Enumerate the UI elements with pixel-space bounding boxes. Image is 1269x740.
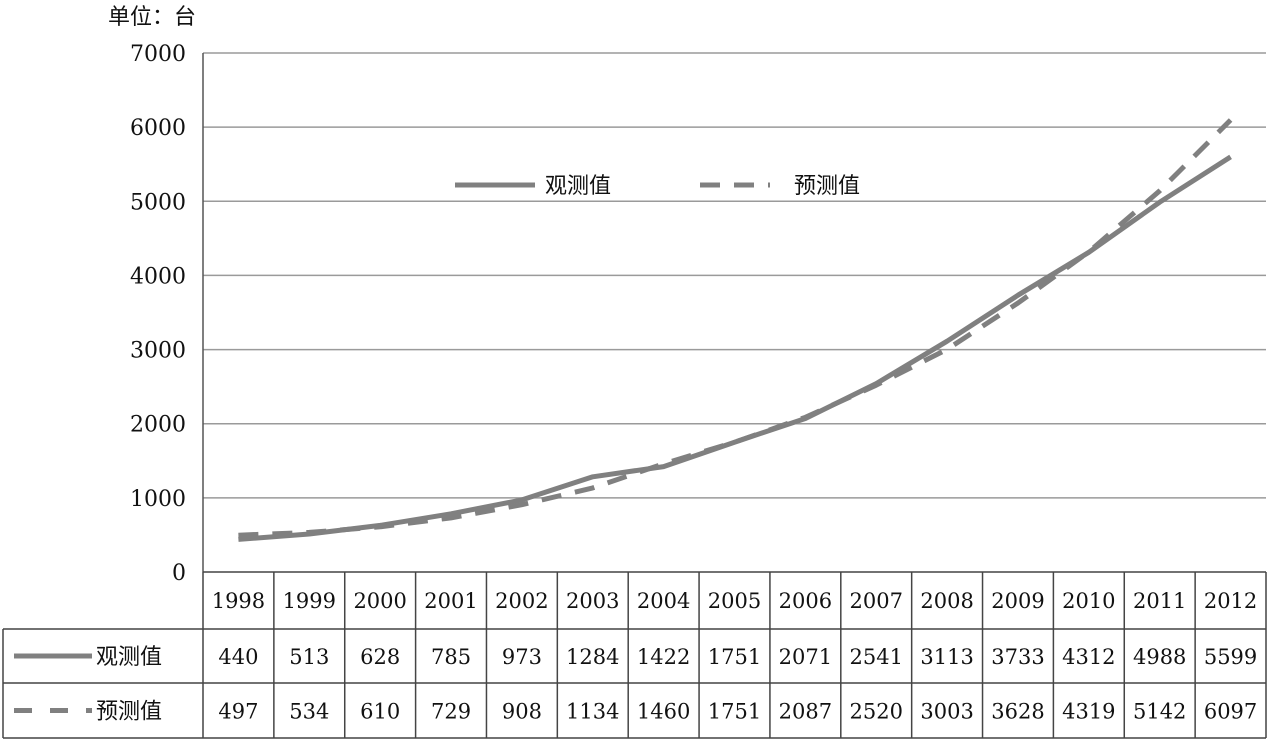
x-category-label: 2002	[495, 589, 548, 613]
table-value-cell: 4988	[1133, 645, 1186, 669]
y-tick-label: 0	[172, 561, 186, 586]
table-series-label: 预测值	[96, 700, 162, 725]
table-value-cell: 1751	[708, 700, 761, 724]
table-value-cell: 2541	[850, 645, 903, 669]
y-tick-label: 3000	[130, 339, 186, 364]
table-value-cell: 785	[431, 645, 471, 669]
table-value-cell: 3003	[920, 700, 973, 724]
table-value-cell: 973	[502, 645, 542, 669]
table-value-cell: 3113	[920, 645, 973, 669]
table-value-cell: 1460	[637, 700, 690, 724]
table-value-cell: 628	[360, 645, 400, 669]
table-value-cell: 534	[289, 700, 329, 724]
table-value-cell: 2087	[779, 700, 832, 724]
table-value-cell: 5599	[1204, 645, 1257, 669]
y-tick-label: 7000	[130, 42, 186, 67]
y-tick-label: 2000	[130, 413, 186, 438]
x-category-label: 1998	[212, 589, 265, 613]
legend-label: 观测值	[545, 174, 611, 199]
y-tick-label: 4000	[130, 264, 186, 289]
x-category-label: 2001	[424, 589, 477, 613]
x-category-label: 2009	[991, 589, 1044, 613]
table-value-cell: 440	[218, 645, 258, 669]
y-tick-label: 1000	[130, 487, 186, 512]
y-tick-label: 5000	[130, 190, 186, 215]
x-category-label: 2003	[566, 589, 619, 613]
legend-label: 预测值	[794, 174, 860, 199]
table-value-cell: 5142	[1133, 700, 1186, 724]
x-category-label: 2004	[637, 589, 690, 613]
table-value-cell: 610	[360, 700, 400, 724]
table-series-label: 观测值	[96, 645, 162, 670]
table-value-cell: 2520	[850, 700, 903, 724]
table-value-cell: 2071	[779, 645, 832, 669]
x-category-label: 2011	[1133, 589, 1186, 613]
table-value-cell: 729	[431, 700, 471, 724]
table-value-cell: 1422	[637, 645, 690, 669]
table-value-cell: 4312	[1062, 645, 1115, 669]
x-category-label: 2005	[708, 589, 761, 613]
table-value-cell: 513	[289, 645, 329, 669]
x-category-label: 2000	[353, 589, 406, 613]
table-value-cell: 3628	[991, 700, 1044, 724]
series-line-forecast	[238, 118, 1233, 538]
x-category-label: 1999	[283, 589, 336, 613]
y-unit-label: 单位：台	[108, 5, 196, 30]
x-category-label: 2012	[1204, 589, 1257, 613]
y-tick-label: 6000	[130, 116, 186, 141]
table-value-cell: 1284	[566, 645, 619, 669]
x-category-label: 2008	[920, 589, 973, 613]
table-value-cell: 1751	[708, 645, 761, 669]
x-category-label: 2010	[1062, 589, 1115, 613]
table-value-cell: 6097	[1204, 700, 1257, 724]
x-category-label: 2007	[850, 589, 903, 613]
table-value-cell: 4319	[1062, 700, 1115, 724]
x-category-label: 2006	[779, 589, 832, 613]
table-value-cell: 497	[218, 700, 258, 724]
table-value-cell: 1134	[566, 700, 619, 724]
table-value-cell: 908	[502, 700, 542, 724]
series-line-observed	[238, 154, 1232, 542]
table-value-cell: 3733	[991, 645, 1044, 669]
